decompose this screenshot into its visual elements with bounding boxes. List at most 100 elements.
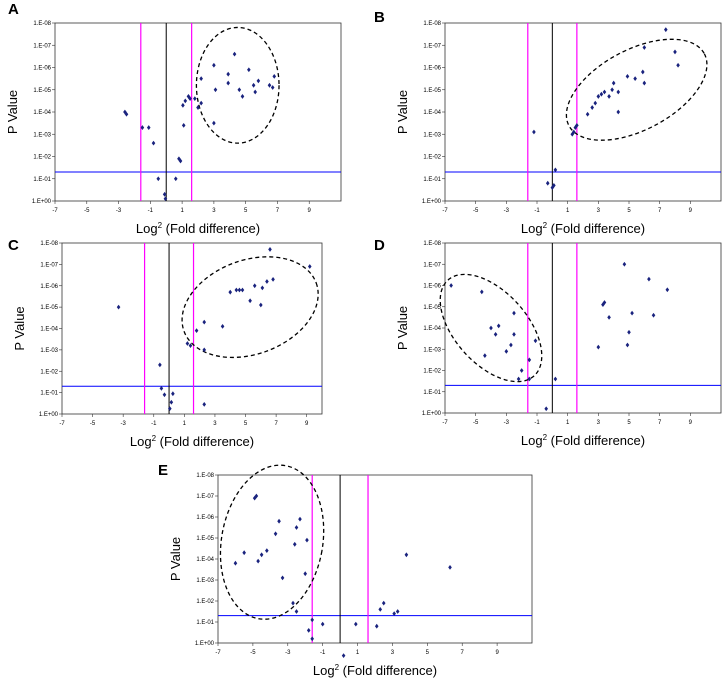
- data-point: [178, 158, 183, 164]
- x-tick-label: -1: [534, 420, 540, 426]
- panel-d: 1.E+00 1.E-01 1.E-02 1.E-03 1.E-04 1.E-05 1.E-…: [395, 241, 722, 448]
- plot-frame: [54, 22, 342, 202]
- data-point: [254, 493, 259, 499]
- plots-layer: 1.E+00 1.E-01 1.E-02 1.E-03 1.E-04 1.E-05 1.E-…: [5, 21, 722, 678]
- plot-frame: [444, 22, 722, 202]
- data-point: [665, 287, 670, 293]
- highlight-ellipse: [219, 464, 325, 620]
- highlight-ellipse: [181, 256, 319, 359]
- data-point: [596, 344, 601, 350]
- data-point: [226, 71, 230, 77]
- y-axis-label: P Value: [5, 90, 20, 134]
- x-tick-label: 1: [566, 420, 570, 426]
- x-tick-label: 5: [244, 421, 248, 427]
- data-point: [202, 347, 207, 353]
- y-axis-label: P Value: [395, 306, 410, 350]
- data-point: [273, 531, 278, 537]
- y-tick-label: 1.E-06: [423, 66, 441, 72]
- y-tick-label: 1.E-07: [40, 262, 58, 268]
- y-tick-label: 1.E-08: [423, 21, 441, 27]
- y-tick-label: 1.E-02: [423, 155, 441, 161]
- data-point: [280, 575, 285, 581]
- data-point: [259, 552, 264, 558]
- data-point: [553, 376, 558, 382]
- data-point: [186, 94, 191, 99]
- data-point: [627, 329, 631, 335]
- data-point: [173, 176, 178, 182]
- data-point: [151, 140, 156, 146]
- data-point: [185, 341, 190, 346]
- data-point: [544, 406, 548, 412]
- data-point: [256, 78, 261, 84]
- x-tick-label: 5: [627, 420, 631, 426]
- panel-b: 1.E+00 1.E-01 1.E-02 1.E-03 1.E-04 1.E-05 1.E-…: [395, 21, 722, 236]
- data-point: [181, 122, 186, 128]
- y-tick-label: 1.E-05: [423, 305, 441, 311]
- y-tick-label: 1.E-06: [196, 515, 214, 521]
- data-point: [601, 302, 605, 308]
- data-point: [183, 98, 188, 104]
- x-tick-label: -5: [84, 208, 90, 214]
- data-point: [171, 391, 175, 397]
- data-point: [616, 89, 621, 95]
- y-tick-label: 1.E-01: [423, 390, 441, 396]
- x-tick-label: 3: [597, 420, 601, 426]
- x-tick-label: -5: [473, 420, 479, 426]
- data-point: [575, 122, 579, 128]
- x-axis-label: Log2 (Fold difference): [521, 221, 645, 236]
- data-point: [611, 80, 616, 86]
- y-tick-label: 1.E+00: [195, 641, 215, 647]
- data-point: [673, 49, 677, 55]
- data-point: [532, 129, 536, 135]
- data-point: [220, 323, 225, 329]
- y-tick-label: 1.E-01: [33, 177, 51, 183]
- x-tick-label: 7: [658, 420, 662, 426]
- data-point: [228, 289, 233, 295]
- data-point: [163, 196, 168, 202]
- y-tick-label: 1.E-01: [423, 177, 441, 183]
- y-axis-label: P Value: [168, 537, 183, 581]
- data-point: [188, 96, 192, 102]
- data-point: [404, 552, 409, 558]
- data-point: [480, 289, 484, 295]
- y-tick-label: 1.E-07: [423, 43, 441, 49]
- x-tick-label: 7: [658, 208, 662, 214]
- y-tick-label: 1.E-05: [423, 88, 441, 94]
- y-axis-label: P Value: [395, 90, 410, 134]
- data-point: [527, 357, 532, 363]
- data-point: [305, 537, 309, 543]
- data-point: [240, 94, 245, 99]
- x-tick-label: -5: [473, 208, 479, 214]
- data-point: [651, 312, 656, 318]
- data-point: [298, 516, 302, 522]
- data-point: [268, 247, 272, 252]
- data-point: [242, 550, 246, 556]
- x-tick-label: -1: [534, 208, 540, 214]
- data-point: [392, 611, 396, 616]
- data-point: [527, 376, 532, 382]
- data-point: [512, 331, 516, 337]
- data-point: [303, 571, 308, 577]
- data-point: [607, 94, 611, 99]
- data-point: [519, 368, 524, 373]
- data-point: [267, 82, 272, 88]
- data-point: [116, 304, 121, 310]
- x-tick-label: -3: [116, 208, 122, 214]
- y-tick-label: 1.E-07: [33, 43, 51, 49]
- data-point: [593, 100, 598, 106]
- data-point: [140, 125, 145, 130]
- data-point: [265, 279, 269, 284]
- x-tick-label: -7: [442, 420, 448, 426]
- y-tick-label: 1.E+00: [422, 199, 442, 205]
- data-point: [247, 67, 251, 73]
- data-point: [483, 353, 487, 359]
- y-tick-label: 1.E-03: [33, 132, 51, 138]
- data-point: [545, 180, 550, 186]
- data-point: [647, 276, 651, 282]
- x-tick-label: -3: [121, 421, 127, 427]
- x-tick-label: -7: [52, 208, 58, 214]
- y-tick-label: 1.E+00: [39, 412, 59, 418]
- plot-frame: [444, 242, 722, 414]
- y-tick-label: 1.E-08: [40, 241, 58, 247]
- data-point: [272, 74, 277, 79]
